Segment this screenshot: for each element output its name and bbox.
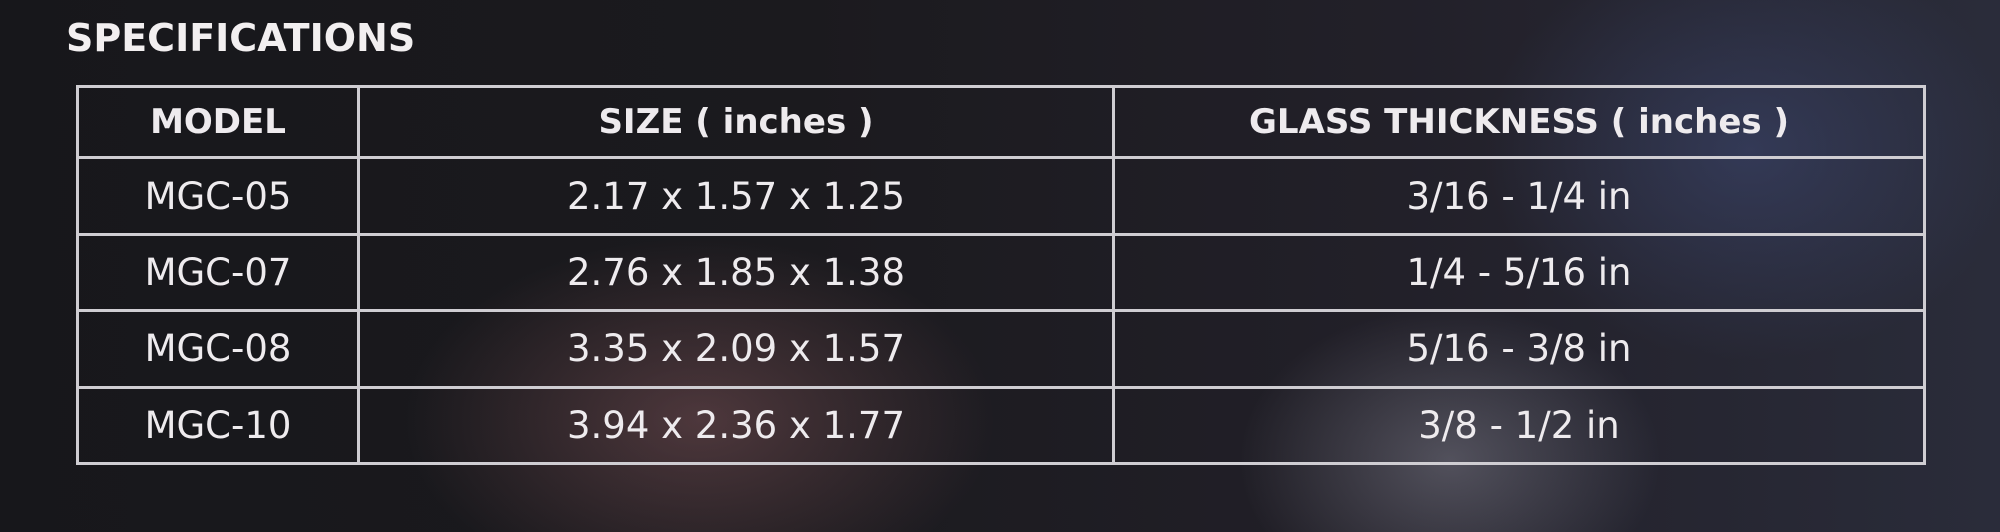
header-size: SIZE ( inches ) bbox=[357, 84, 1115, 160]
thickness-cell: 5/16 - 3/8 in bbox=[1112, 309, 1926, 389]
table-row: MGC-10 3.94 x 2.36 x 1.77 3/8 - 1/2 in bbox=[76, 385, 1926, 466]
section-title: SPECIFICATIONS bbox=[66, 16, 416, 60]
size-cell: 3.35 x 2.09 x 1.57 bbox=[357, 309, 1115, 389]
size-cell: 3.94 x 2.36 x 1.77 bbox=[357, 385, 1115, 466]
model-cell: MGC-05 bbox=[76, 156, 360, 236]
thickness-cell: 1/4 - 5/16 in bbox=[1112, 232, 1926, 313]
model-cell: MGC-07 bbox=[76, 232, 360, 313]
header-glass-thickness: GLASS THICKNESS ( inches ) bbox=[1112, 84, 1926, 160]
model-cell: MGC-08 bbox=[76, 309, 360, 389]
header-model: MODEL bbox=[76, 84, 360, 160]
model-cell: MGC-10 bbox=[76, 385, 360, 466]
table-row: MGC-07 2.76 x 1.85 x 1.38 1/4 - 5/16 in bbox=[76, 232, 1926, 313]
thickness-cell: 3/16 - 1/4 in bbox=[1112, 156, 1926, 236]
size-cell: 2.17 x 1.57 x 1.25 bbox=[357, 156, 1115, 236]
table-row: MGC-08 3.35 x 2.09 x 1.57 5/16 - 3/8 in bbox=[76, 309, 1926, 389]
header-row: MODEL SIZE ( inches ) GLASS THICKNESS ( … bbox=[76, 84, 1926, 160]
specifications-table: MODEL SIZE ( inches ) GLASS THICKNESS ( … bbox=[76, 84, 1926, 466]
thickness-cell: 3/8 - 1/2 in bbox=[1112, 385, 1926, 466]
size-cell: 2.76 x 1.85 x 1.38 bbox=[357, 232, 1115, 313]
table-row: MGC-05 2.17 x 1.57 x 1.25 3/16 - 1/4 in bbox=[76, 156, 1926, 236]
